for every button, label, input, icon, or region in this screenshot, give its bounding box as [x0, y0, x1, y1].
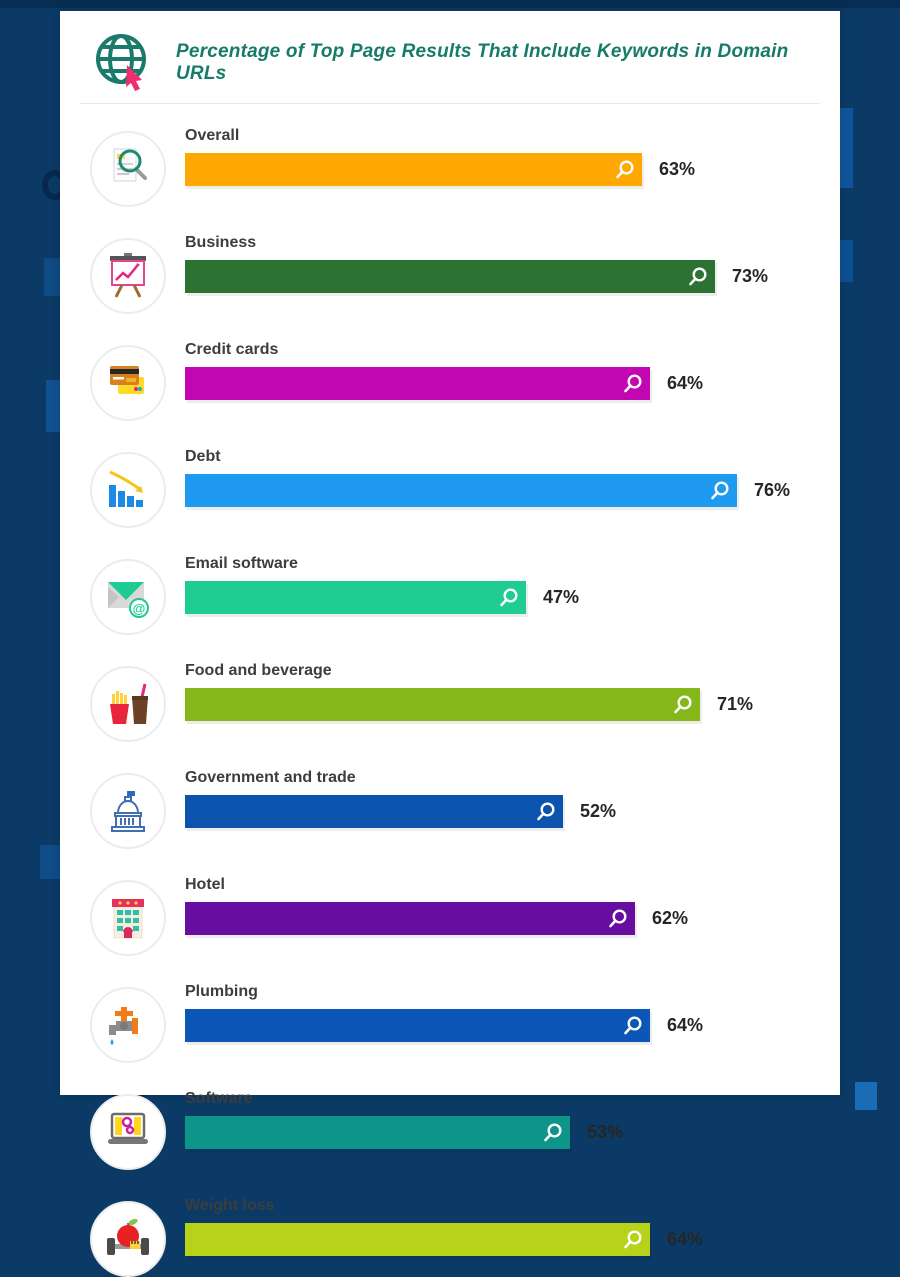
value-label: 64% — [667, 1229, 704, 1249]
chart-row-software: Software 53% — [60, 1089, 840, 1170]
background-top-strip — [0, 0, 900, 8]
background-shape — [855, 1082, 877, 1110]
infographic-card: Percentage of Top Page Results That Incl… — [60, 11, 840, 1277]
chart-row-credit-cards: Credit cards 64% — [60, 340, 840, 421]
page-title: Percentage of Top Page Results That Incl… — [176, 41, 789, 84]
chart-row-overall: Overall 63% — [60, 126, 840, 207]
magnifier-icon — [674, 694, 692, 713]
magnifier-icon — [624, 373, 642, 392]
bar-food-and-beverage — [185, 688, 700, 721]
capitol-building-icon — [90, 773, 166, 849]
presentation-chart-icon — [90, 238, 166, 314]
faucet-icon — [90, 987, 166, 1063]
bar-hotel — [185, 902, 635, 935]
svg-text:@: @ — [133, 601, 146, 616]
chart-row-business: Business 73% — [60, 233, 840, 314]
email-at-icon: @ — [90, 559, 166, 635]
value-label: 63% — [659, 159, 696, 179]
magnifier-icon — [500, 587, 518, 606]
declining-bars-icon — [90, 452, 166, 528]
background-shape — [840, 240, 853, 282]
category-label: Debt — [185, 448, 221, 465]
chart-row-hotel: Hotel 62% — [60, 875, 840, 956]
bar-government-and-trade — [185, 795, 563, 828]
cursor-arrow — [126, 65, 142, 91]
value-label: 64% — [667, 1015, 704, 1035]
chart-row-weight-loss: Weight loss 64% — [60, 1196, 840, 1277]
header-divider — [80, 103, 820, 104]
category-label: Weight loss — [185, 1197, 275, 1214]
bar-debt — [185, 474, 737, 507]
chart-row-email-software: @ Email software 47% — [60, 554, 840, 635]
background-shape — [46, 380, 60, 432]
magnifier-icon — [624, 1229, 642, 1248]
globe-cursor-icon — [94, 32, 152, 94]
value-label: 52% — [580, 801, 617, 821]
bar-plumbing — [185, 1009, 650, 1042]
hotel-building-icon — [90, 880, 166, 956]
magnifier-icon — [544, 1122, 562, 1141]
category-label: Government and trade — [185, 769, 356, 786]
bar-email-software — [185, 581, 526, 614]
credit-cards-icon — [90, 345, 166, 421]
category-label: Email software — [185, 555, 298, 572]
bar-chart: Overall 63% — [60, 104, 840, 1277]
value-label: 62% — [652, 908, 689, 928]
category-label: Software — [185, 1090, 253, 1107]
value-label: 53% — [587, 1122, 624, 1142]
category-label: Food and beverage — [185, 662, 332, 679]
category-label: Hotel — [185, 876, 225, 893]
chart-row-food-and-beverage: Food and beverage 71% — [60, 661, 840, 742]
value-label: 47% — [543, 587, 580, 607]
value-label: 73% — [732, 266, 769, 286]
magnifier-icon — [609, 908, 627, 927]
bar-overall — [185, 153, 642, 186]
background-shape — [40, 845, 60, 879]
card-header: Percentage of Top Page Results That Incl… — [60, 11, 840, 95]
chart-row-debt: Debt 76% — [60, 447, 840, 528]
document-search-icon — [90, 131, 166, 207]
value-label: 64% — [667, 373, 704, 393]
value-label: 76% — [754, 480, 791, 500]
bar-weight-loss — [185, 1223, 650, 1256]
apple-dumbbell-icon — [90, 1201, 166, 1277]
fries-drink-icon — [90, 666, 166, 742]
magnifier-icon — [537, 801, 555, 820]
bar-credit-cards — [185, 367, 650, 400]
chart-row-plumbing: Plumbing 64% — [60, 982, 840, 1063]
category-label: Plumbing — [185, 983, 258, 1000]
laptop-icon — [90, 1094, 166, 1170]
bar-software — [185, 1116, 570, 1149]
magnifier-icon — [711, 480, 729, 499]
value-label: 71% — [717, 694, 754, 714]
magnifier-icon — [624, 1015, 642, 1034]
magnifier-icon — [689, 266, 707, 285]
background-shape — [44, 258, 60, 296]
magnifier-icon — [616, 159, 634, 178]
chart-row-government-and-trade: Government and trade 52% — [60, 768, 840, 849]
category-label: Overall — [185, 127, 240, 144]
category-label: Business — [185, 234, 257, 251]
bar-business — [185, 260, 715, 293]
category-label: Credit cards — [185, 341, 279, 358]
background-shape — [840, 108, 853, 188]
